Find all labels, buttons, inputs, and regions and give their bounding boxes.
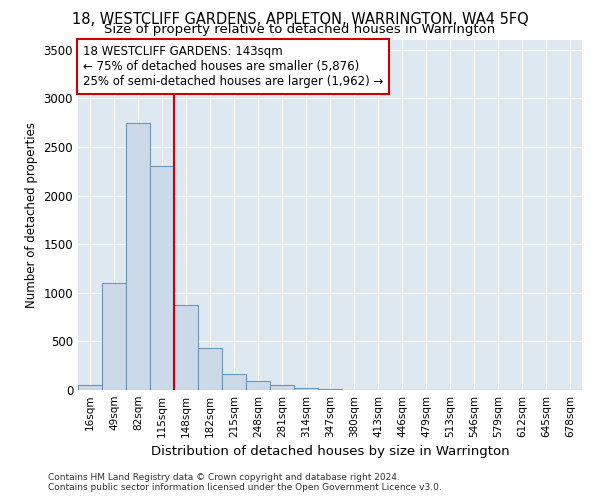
Bar <box>270 385 294 390</box>
X-axis label: Distribution of detached houses by size in Warrington: Distribution of detached houses by size … <box>151 446 509 458</box>
Bar <box>222 374 246 390</box>
Text: 18 WESTCLIFF GARDENS: 143sqm
← 75% of detached houses are smaller (5,876)
25% of: 18 WESTCLIFF GARDENS: 143sqm ← 75% of de… <box>83 46 383 88</box>
Bar <box>174 306 198 390</box>
Text: 18, WESTCLIFF GARDENS, APPLETON, WARRINGTON, WA4 5FQ: 18, WESTCLIFF GARDENS, APPLETON, WARRING… <box>71 12 529 28</box>
Bar <box>198 348 222 390</box>
Text: Contains HM Land Registry data © Crown copyright and database right 2024.
Contai: Contains HM Land Registry data © Crown c… <box>48 473 442 492</box>
Bar <box>318 389 342 390</box>
Bar <box>246 381 270 390</box>
Bar <box>150 166 174 390</box>
Bar <box>126 122 150 390</box>
Bar <box>102 283 126 390</box>
Bar <box>78 385 102 390</box>
Bar <box>294 388 318 390</box>
Text: Size of property relative to detached houses in Warrington: Size of property relative to detached ho… <box>104 22 496 36</box>
Y-axis label: Number of detached properties: Number of detached properties <box>25 122 38 308</box>
